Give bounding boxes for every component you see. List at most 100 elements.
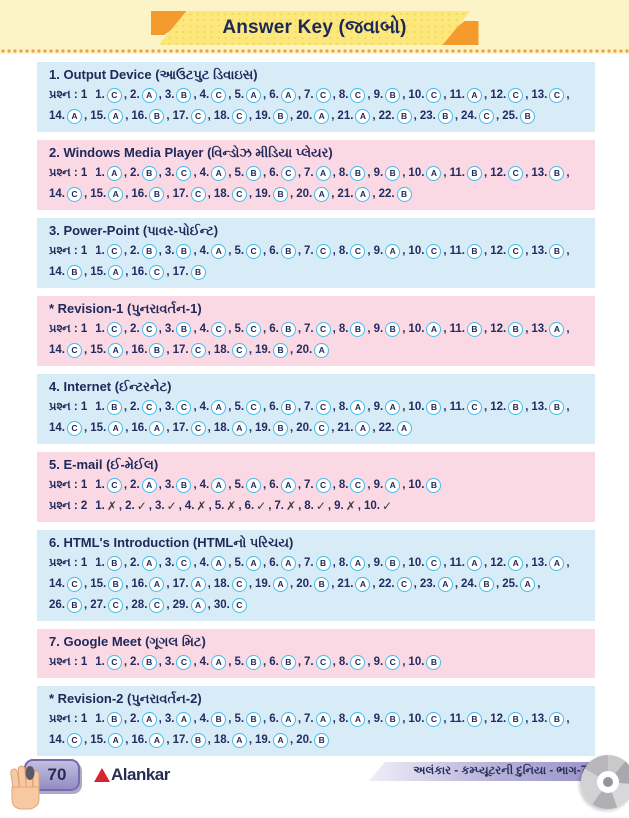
section-title: 2. Windows Media Player (વિન્ડોઝ મીડિયા … <box>49 145 333 160</box>
separator: , <box>372 578 376 590</box>
answer-circle: A <box>314 109 330 124</box>
answer-number: 12. <box>490 713 507 725</box>
separator: , <box>402 401 406 413</box>
separator: , <box>84 110 88 122</box>
answer-item: 5. A, <box>234 475 269 496</box>
separator: , <box>263 167 267 179</box>
answer-item: 2. A, <box>130 475 165 496</box>
separator: , <box>290 188 294 200</box>
separator: , <box>125 599 129 611</box>
answer-number: 4. <box>199 401 210 413</box>
answer-item: 7. A, <box>304 709 339 730</box>
separator: , <box>84 266 88 278</box>
answer-number: 2. <box>130 713 140 725</box>
answer-number: 24. <box>461 110 478 122</box>
answer-circle: A <box>211 478 227 493</box>
answer-number: 17. <box>172 578 189 590</box>
separator: , <box>158 401 162 413</box>
answer-item: 22. B, <box>379 106 420 127</box>
answer-number: 19. <box>255 188 272 200</box>
answer-circle: B <box>385 88 401 103</box>
answer-circle: B <box>466 244 482 259</box>
answer-number: 4. <box>184 500 195 512</box>
answer-item: 7. C, <box>304 241 339 262</box>
separator: , <box>228 557 232 569</box>
separator: , <box>367 89 371 101</box>
answer-item: 7. C, <box>304 85 339 106</box>
answer-number: 23. <box>419 110 436 122</box>
answer-number: 6. <box>269 479 279 491</box>
answer-item: 18. C, <box>214 340 255 361</box>
answer-item: 4. A, <box>200 397 235 418</box>
answer-circle: B <box>549 166 565 181</box>
separator: , <box>228 401 232 413</box>
answer-circle: B <box>273 421 289 436</box>
answer-number: 4. <box>199 557 210 569</box>
separator: , <box>166 188 170 200</box>
answer-item: 1. B, <box>95 397 130 418</box>
separator: , <box>193 713 197 725</box>
answer-number: 3. <box>164 167 175 179</box>
answer-circle: C <box>106 478 122 493</box>
answer-number: 7. <box>304 401 314 413</box>
answer-item: 6. A, <box>269 475 304 496</box>
answer-section: 1. Output Device (આઉટપુટ ડિવાઇસ) પ્રશ્ન :… <box>37 62 595 132</box>
answer-number: 1. <box>95 245 105 257</box>
answer-circle: B <box>314 733 330 748</box>
answer-mark: ✗ <box>286 499 297 513</box>
separator: , <box>454 110 459 122</box>
answer-section: * Revision-2 (પુનરાવર્તન-2) પ્રશ્ન : 1 1. B… <box>37 686 595 756</box>
answer-item: 6. A, <box>269 553 304 574</box>
answer-circle: A <box>350 712 366 727</box>
answer-item: 19. B, <box>255 106 296 127</box>
answer-number: 3. <box>164 479 175 491</box>
answer-circle: B <box>280 400 296 415</box>
answer-circle: B <box>466 166 482 181</box>
answer-item: 13. B, <box>531 709 572 730</box>
answer-circle: B <box>350 322 366 337</box>
answer-item: 1. C, <box>95 652 130 673</box>
answer-item: 15. A, <box>90 418 131 439</box>
answer-item: 24. C, <box>461 106 502 127</box>
separator: , <box>367 401 371 413</box>
answer-item: 6. B, <box>269 241 304 262</box>
answer-circle: B <box>314 577 330 592</box>
answer-mark: ✗ <box>345 499 356 513</box>
answer-circle: C <box>246 244 262 259</box>
separator: , <box>297 323 302 335</box>
answer-item: 2. C, <box>130 397 165 418</box>
answer-circle: B <box>149 343 165 358</box>
answer-circle: C <box>280 166 296 181</box>
answer-item: 12. B, <box>490 397 531 418</box>
answer-number: 15. <box>90 578 107 590</box>
separator: , <box>443 89 447 101</box>
answer-item: 9. B, <box>374 85 409 106</box>
answer-number: 9. <box>373 167 384 179</box>
answer-item: 2. B, <box>130 163 165 184</box>
answer-circle: B <box>141 655 157 670</box>
answer-number: 1. <box>95 557 105 569</box>
separator: , <box>483 323 488 335</box>
answer-item: 17. C, <box>173 184 214 205</box>
answer-circle: C <box>67 577 82 592</box>
answer-number: 9. <box>373 557 384 569</box>
answer-item: 13. B, <box>531 163 572 184</box>
answer-item: 22. A <box>379 418 412 439</box>
answer-circle: C <box>315 400 331 415</box>
answer-item: 11. A, <box>450 553 491 574</box>
answer-number: 6. <box>244 500 255 512</box>
answer-circle: C <box>67 187 82 202</box>
answer-number: 9. <box>373 245 384 257</box>
answer-item: 7. C, <box>304 397 339 418</box>
separator: , <box>125 344 129 356</box>
answer-circle: B <box>437 109 453 124</box>
answer-circle: B <box>273 109 289 124</box>
separator: , <box>290 734 294 746</box>
answer-number: 2. <box>130 479 140 491</box>
separator: , <box>525 401 529 413</box>
separator: , <box>443 557 447 569</box>
answer-number: 2. <box>130 245 140 257</box>
answer-circle: A <box>141 478 157 493</box>
answer-item: 13. A, <box>531 319 572 340</box>
question-label: પ્રશ્ન : 1 <box>49 89 88 101</box>
